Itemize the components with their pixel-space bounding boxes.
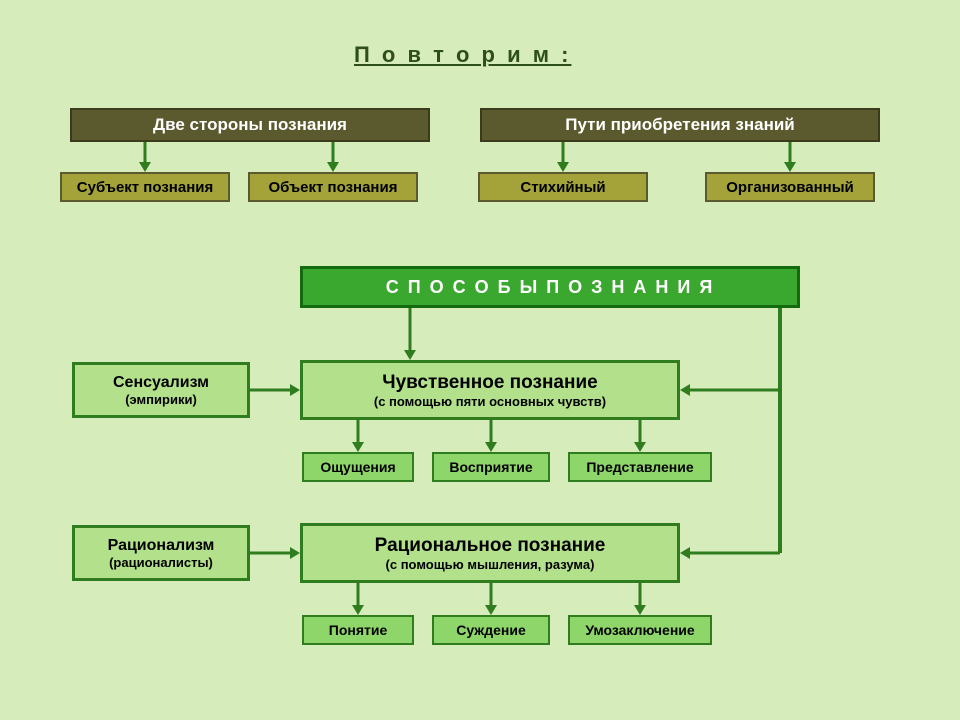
sensory-sublabel: (с помощью пяти основных чувств) <box>374 394 606 409</box>
inference-label: Умозаключение <box>585 622 694 638</box>
rational-sublabel: (с помощью мышления, разума) <box>386 557 595 572</box>
sensation-label: Ощущения <box>320 459 395 475</box>
subject-label: Субъект познания <box>77 179 213 196</box>
sensation-box: Ощущения <box>302 452 414 482</box>
sensory-box: Чувственное познание(с помощью пяти осно… <box>300 360 680 420</box>
two-sides-box: Две стороны познания <box>70 108 430 142</box>
sensualism-sublabel: (эмпирики) <box>125 392 197 407</box>
concept-label: Понятие <box>329 622 388 638</box>
organized-box: Организованный <box>705 172 875 202</box>
representation-box: Представление <box>568 452 712 482</box>
judgment-label: Суждение <box>456 622 526 638</box>
perception-box: Восприятие <box>432 452 550 482</box>
organized-label: Организованный <box>726 179 853 196</box>
spontaneous-label: Стихийный <box>520 179 605 196</box>
methods-title-box: С П О С О Б Ы П О З Н А Н И Я <box>300 266 800 308</box>
sensory-label: Чувственное познание <box>382 372 597 394</box>
sensualism-box: Сенсуализм(эмпирики) <box>72 362 250 418</box>
rationalism-box: Рационализм(рационалисты) <box>72 525 250 581</box>
page-title: П о в т о р и м : <box>354 42 571 68</box>
inference-box: Умозаключение <box>568 615 712 645</box>
ways-acquire-label: Пути приобретения знаний <box>565 115 794 135</box>
object-label: Объект познания <box>269 179 398 196</box>
representation-label: Представление <box>586 459 693 475</box>
subject-box: Субъект познания <box>60 172 230 202</box>
rationalism-label: Рационализм <box>108 537 215 555</box>
methods-title-label: С П О С О Б Ы П О З Н А Н И Я <box>386 277 715 298</box>
rationalism-sublabel: (рационалисты) <box>109 555 213 570</box>
sensualism-label: Сенсуализм <box>113 374 209 392</box>
ways-acquire-box: Пути приобретения знаний <box>480 108 880 142</box>
object-box: Объект познания <box>248 172 418 202</box>
rational-label: Рациональное познание <box>375 535 606 557</box>
rational-box: Рациональное познание(с помощью мышления… <box>300 523 680 583</box>
judgment-box: Суждение <box>432 615 550 645</box>
spontaneous-box: Стихийный <box>478 172 648 202</box>
two-sides-label: Две стороны познания <box>153 115 347 135</box>
perception-label: Восприятие <box>449 459 532 475</box>
concept-box: Понятие <box>302 615 414 645</box>
